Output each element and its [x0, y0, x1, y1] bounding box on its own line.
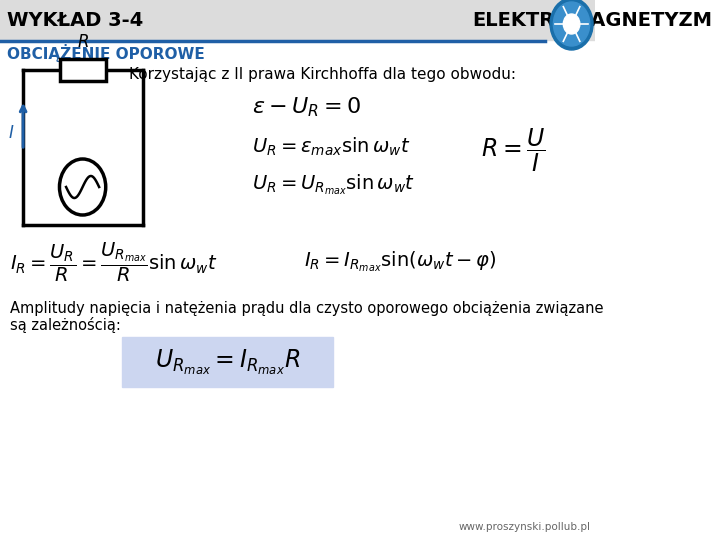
- Text: Amplitudy napięcia i natężenia prądu dla czysto oporowego obciążenia związane: Amplitudy napięcia i natężenia prądu dla…: [10, 300, 603, 315]
- Text: www.proszynski.pollub.pl: www.proszynski.pollub.pl: [459, 522, 590, 532]
- Text: WYKŁAD 3-4: WYKŁAD 3-4: [6, 11, 143, 30]
- Circle shape: [60, 159, 106, 215]
- Bar: [60, 59, 106, 81]
- Circle shape: [550, 0, 593, 50]
- Text: ELEKTROMAGNETYZM: ELEKTROMAGNETYZM: [472, 11, 713, 30]
- Circle shape: [554, 2, 590, 46]
- Text: $U_R = U_{R_{max}} \sin \omega_w t$: $U_R = U_{R_{max}} \sin \omega_w t$: [252, 173, 415, 197]
- Text: $R = \dfrac{U}{I}$: $R = \dfrac{U}{I}$: [481, 126, 546, 174]
- Text: $I_R = \dfrac{U_R}{R} = \dfrac{U_{R_{max}}}{R} \sin \omega_w t$: $I_R = \dfrac{U_R}{R} = \dfrac{U_{R_{max…: [10, 240, 217, 284]
- Text: $\varepsilon - U_R = 0$: $\varepsilon - U_R = 0$: [252, 95, 361, 119]
- Circle shape: [563, 14, 580, 34]
- Text: $U_{R_{max}} = I_{R_{max}} R$: $U_{R_{max}} = I_{R_{max}} R$: [155, 347, 300, 376]
- Bar: [122, 337, 333, 387]
- Text: OBCIĄŻENIE OPOROWE: OBCIĄŻENIE OPOROWE: [6, 44, 204, 62]
- Text: są zależnością:: są zależnością:: [10, 317, 121, 333]
- Text: $U_R = \varepsilon_{max} \sin \omega_w t$: $U_R = \varepsilon_{max} \sin \omega_w t…: [252, 136, 410, 158]
- Text: Korzystając z II prawa Kirchhoffa dla tego obwodu:: Korzystając z II prawa Kirchhoffa dla te…: [129, 66, 516, 82]
- Text: $I$: $I$: [9, 124, 15, 142]
- Text: $R$: $R$: [77, 33, 89, 51]
- Text: $I_R = I_{R_{max}} \sin\!\left(\omega_w t - \varphi\right)$: $I_R = I_{R_{max}} \sin\!\left(\omega_w …: [304, 249, 497, 274]
- Bar: [0, 0, 595, 40]
